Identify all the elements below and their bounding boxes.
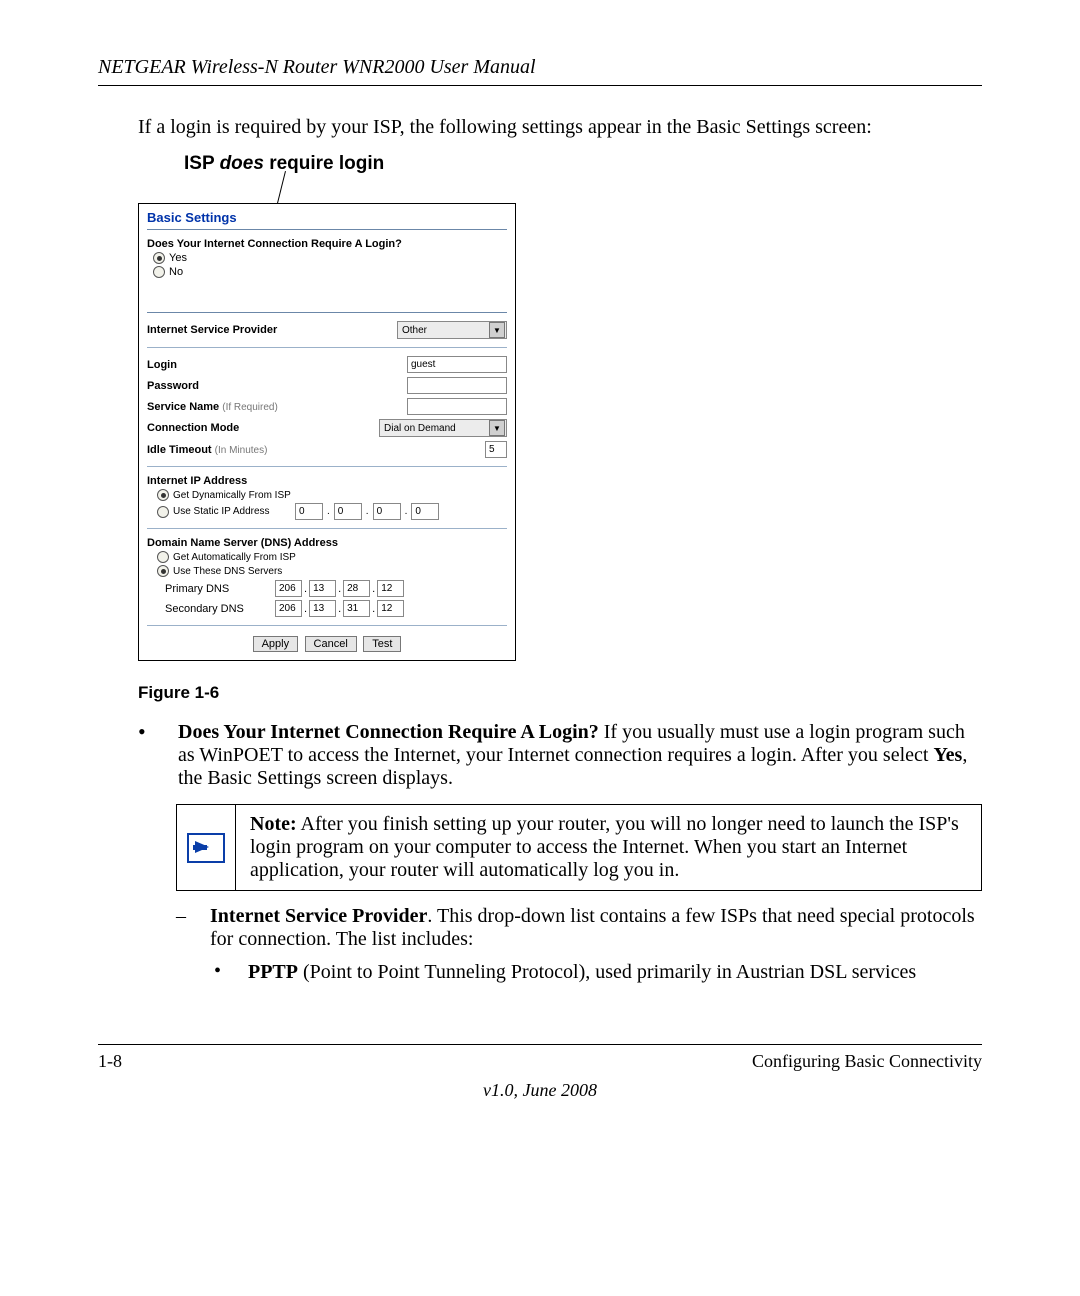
apply-button[interactable]: Apply: [253, 636, 299, 652]
chevron-down-icon: ▼: [489, 420, 505, 436]
connmode-select[interactable]: Dial on Demand ▼: [379, 419, 507, 437]
radio-dot[interactable]: [157, 565, 169, 577]
section-name: Configuring Basic Connectivity: [752, 1051, 982, 1072]
arrow-right-icon: [187, 833, 225, 863]
figure-caption: Figure 1-6: [138, 683, 982, 703]
intro-paragraph: If a login is required by your ISP, the …: [138, 116, 982, 139]
password-input[interactable]: [407, 377, 507, 394]
note-box: Note: After you finish setting up your r…: [176, 804, 982, 891]
callout-label: ISP does require login: [184, 153, 982, 175]
radio-ip-static[interactable]: Use Static IP Address . . .: [157, 503, 507, 520]
service-label: Service Name (If Required): [147, 401, 282, 413]
ip-oct2[interactable]: [334, 503, 362, 520]
running-header: NETGEAR Wireless-N Router WNR2000 User M…: [98, 56, 982, 86]
radio-dot[interactable]: [157, 506, 169, 518]
dns-section-label: Domain Name Server (DNS) Address: [147, 537, 507, 549]
login-question-label: Does Your Internet Connection Require A …: [147, 238, 507, 250]
cancel-button[interactable]: Cancel: [305, 636, 357, 652]
sdns3[interactable]: [343, 600, 370, 617]
radio-no-dot[interactable]: [153, 266, 165, 278]
ip-section-label: Internet IP Address: [147, 475, 507, 487]
secondary-dns-label: Secondary DNS: [165, 603, 275, 615]
pdns3[interactable]: [343, 580, 370, 597]
ip-oct4[interactable]: [411, 503, 439, 520]
page-footer: 1-8 Configuring Basic Connectivity: [98, 1044, 982, 1072]
radio-dns-auto[interactable]: Get Automatically From ISP: [157, 551, 507, 563]
radio-dot[interactable]: [157, 489, 169, 501]
version-line: v1.0, June 2008: [98, 1080, 982, 1101]
radio-dns-use[interactable]: Use These DNS Servers: [157, 565, 507, 577]
ip-oct1[interactable]: [295, 503, 323, 520]
ip-oct3[interactable]: [373, 503, 401, 520]
radio-yes-dot[interactable]: [153, 252, 165, 264]
radio-no[interactable]: No: [153, 266, 507, 278]
chevron-down-icon: ▼: [489, 322, 505, 338]
sdns1[interactable]: [275, 600, 302, 617]
page-number: 1-8: [98, 1051, 122, 1072]
basic-settings-panel: Basic Settings Does Your Internet Connec…: [138, 203, 516, 661]
radio-ip-dynamic[interactable]: Get Dynamically From ISP: [157, 489, 507, 501]
isp-select[interactable]: Other ▼: [397, 321, 507, 339]
radio-dot[interactable]: [157, 551, 169, 563]
radio-yes[interactable]: Yes: [153, 252, 507, 264]
pdns2[interactable]: [309, 580, 336, 597]
service-input[interactable]: [407, 398, 507, 415]
password-label: Password: [147, 380, 282, 392]
sdns2[interactable]: [309, 600, 336, 617]
login-input[interactable]: [407, 356, 507, 373]
isp-label: Internet Service Provider: [147, 324, 282, 336]
sdns4[interactable]: [377, 600, 404, 617]
pdns1[interactable]: [275, 580, 302, 597]
idle-label: Idle Timeout (In Minutes): [147, 444, 282, 456]
primary-dns-label: Primary DNS: [165, 583, 275, 595]
login-label: Login: [147, 359, 282, 371]
test-button[interactable]: Test: [363, 636, 401, 652]
idle-input[interactable]: [485, 441, 507, 458]
panel-title: Basic Settings: [147, 210, 507, 225]
connmode-label: Connection Mode: [147, 422, 282, 434]
body-list: Does Your Internet Connection Require A …: [176, 721, 982, 984]
pdns4[interactable]: [377, 580, 404, 597]
